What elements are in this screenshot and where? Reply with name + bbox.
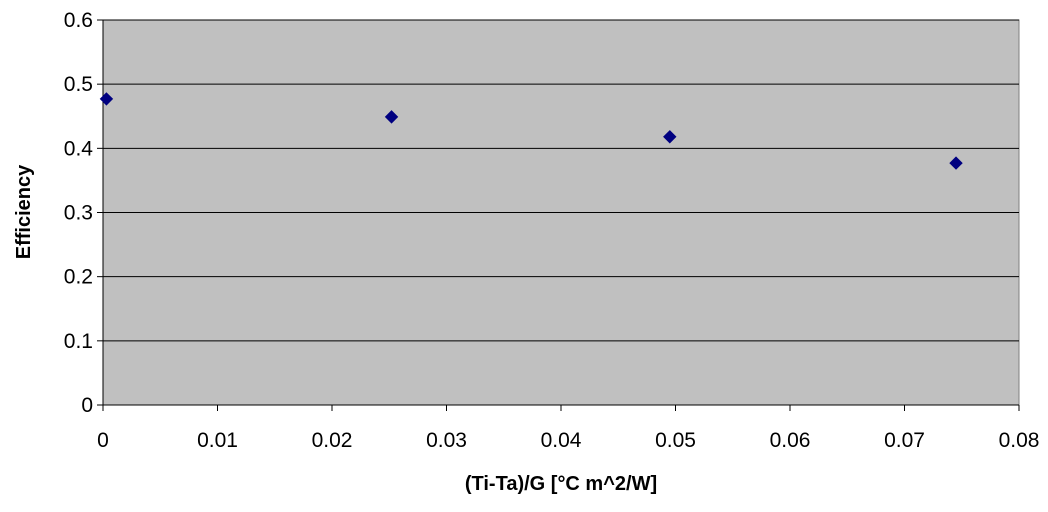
x-tick-label: 0.08 xyxy=(999,429,1040,452)
y-tick-label: 0.4 xyxy=(64,137,94,160)
axes xyxy=(97,19,1020,411)
y-tick-label: 0 xyxy=(81,394,93,417)
y-tick-label: 0.6 xyxy=(64,9,93,32)
data-point-diamond xyxy=(663,130,677,144)
y-tick-labels: 0 0.1 0.2 0.3 0.4 0.5 0.6 xyxy=(64,9,94,417)
data-point-diamond xyxy=(99,92,114,106)
data-points xyxy=(99,92,963,170)
x-tick-label: 0.04 xyxy=(541,429,582,452)
x-tick-labels: 0 0.01 0.02 0.03 0.04 0.05 0.06 0.07 0.08 xyxy=(97,429,1039,452)
x-tick-label: 0.07 xyxy=(884,429,925,452)
y-tick-label: 0.5 xyxy=(64,73,93,96)
x-tick-label: 0 xyxy=(97,429,109,452)
data-point-diamond xyxy=(384,110,399,124)
x-axis-title: (Ti-Ta)/G [°C m^2/W] xyxy=(465,473,657,495)
y-tick-label: 0.1 xyxy=(64,330,93,353)
y-tick-label: 0.2 xyxy=(64,266,93,289)
x-tick-label: 0.01 xyxy=(197,429,238,452)
y-axis-title: Efficiency xyxy=(13,164,35,259)
data-point-diamond xyxy=(949,156,963,170)
x-tick-label: 0.03 xyxy=(426,429,467,452)
gridlines xyxy=(103,19,1019,342)
x-tick-label: 0.02 xyxy=(312,429,353,452)
x-tick-label: 0.05 xyxy=(655,429,696,452)
y-tick-label: 0.3 xyxy=(64,202,93,225)
x-tick-label: 0.06 xyxy=(770,429,811,452)
